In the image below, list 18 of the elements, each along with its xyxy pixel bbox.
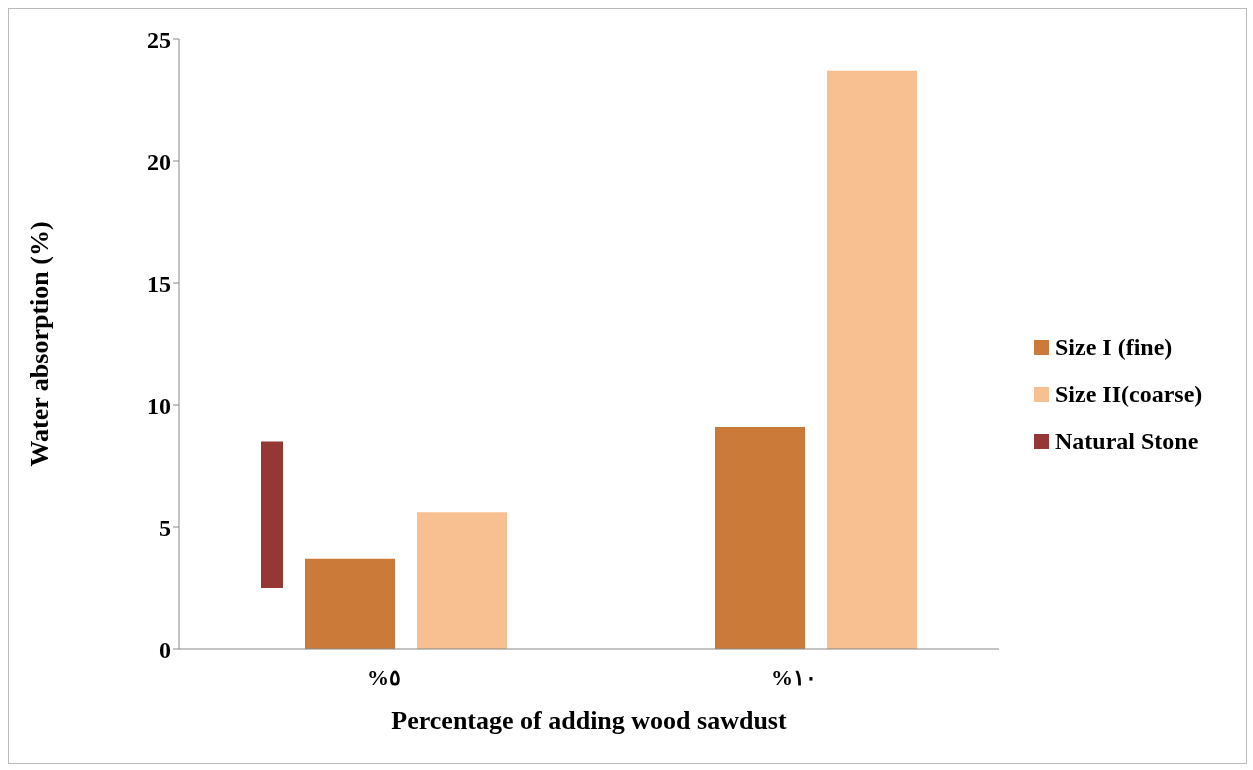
x-tick-label: %٥: [367, 664, 401, 690]
y-tick-label: 20: [147, 148, 171, 175]
legend-label: Natural Stone: [1055, 428, 1199, 455]
y-tick-label: 5: [159, 514, 171, 541]
y-tick-label: 10: [147, 392, 171, 419]
bar: [261, 441, 283, 588]
bar: [715, 426, 805, 649]
x-tick-label: %١٠: [771, 664, 817, 690]
bar: [305, 558, 395, 649]
y-axis-title: Water absorption (%): [25, 221, 55, 467]
bar: [827, 70, 917, 649]
x-axis-title: Percentage of adding wood sawdust: [391, 706, 787, 735]
legend-label: Size I (fine): [1055, 334, 1173, 361]
y-tick-label: 25: [147, 26, 171, 53]
y-tick-label: 15: [147, 270, 171, 297]
bar: [417, 512, 507, 649]
legend-label: Size II(coarse): [1055, 381, 1203, 408]
y-tick-label: 0: [159, 636, 171, 663]
